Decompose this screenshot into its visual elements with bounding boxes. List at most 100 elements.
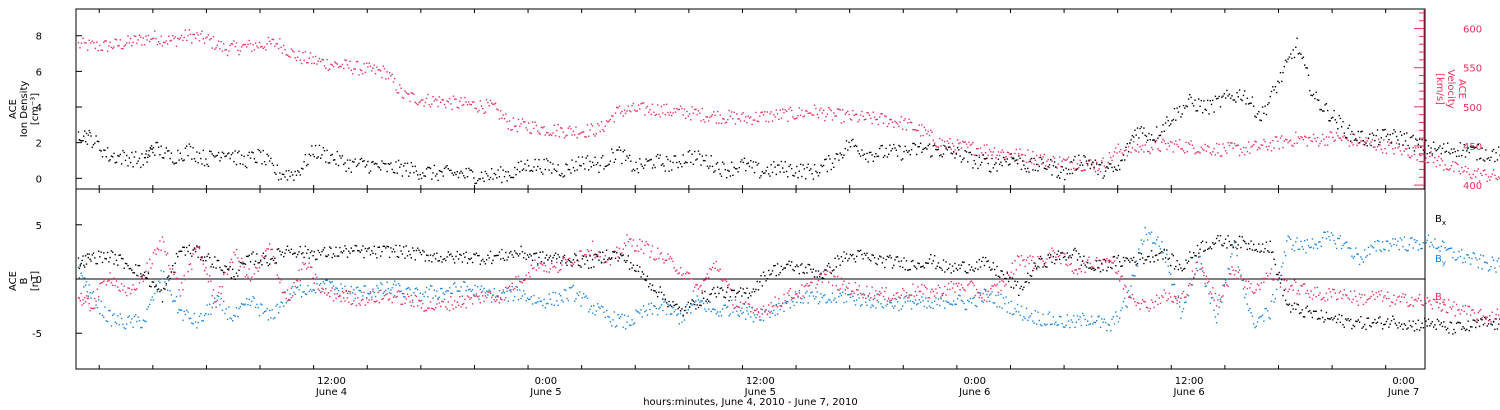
data-point	[728, 283, 730, 286]
data-point	[502, 289, 504, 291]
data-point	[283, 173, 285, 176]
data-point	[622, 115, 624, 117]
data-point	[445, 106, 447, 109]
data-point	[945, 294, 947, 296]
data-point	[833, 275, 835, 277]
data-point	[83, 264, 85, 267]
data-point	[1250, 146, 1252, 148]
data-point	[1083, 314, 1085, 317]
data-point	[1459, 173, 1462, 175]
data-point	[1448, 299, 1450, 301]
data-point	[479, 302, 481, 304]
data-point	[387, 299, 390, 301]
data-point	[283, 291, 285, 294]
data-point	[1337, 298, 1339, 300]
data-point	[1365, 301, 1367, 304]
data-point	[774, 296, 776, 298]
data-point	[1360, 256, 1362, 258]
data-point	[1290, 53, 1292, 55]
data-point	[1455, 162, 1458, 164]
data-point	[1079, 316, 1081, 318]
data-point	[152, 37, 155, 39]
data-point	[557, 164, 559, 166]
data-point	[186, 278, 188, 280]
data-point	[225, 308, 227, 310]
data-point	[1251, 291, 1254, 293]
data-point	[1268, 316, 1270, 319]
data-point	[291, 295, 294, 297]
data-point	[1096, 320, 1098, 322]
data-point	[1061, 323, 1063, 325]
data-point	[1053, 161, 1056, 163]
data-point	[483, 180, 485, 182]
data-point	[1494, 174, 1496, 177]
data-point	[668, 114, 670, 116]
data-point	[526, 129, 529, 131]
data-point	[1330, 131, 1333, 134]
data-point	[469, 103, 471, 105]
data-point	[353, 288, 355, 291]
data-point	[103, 252, 105, 254]
data-point	[567, 299, 569, 302]
data-point	[1422, 242, 1425, 244]
data-point	[104, 306, 106, 308]
data-point	[248, 268, 250, 270]
data-point	[1358, 136, 1361, 139]
data-point	[553, 124, 555, 126]
data-point	[729, 313, 732, 315]
data-point	[588, 169, 590, 171]
data-point	[1107, 167, 1109, 169]
data-point	[1140, 126, 1143, 128]
data-point	[166, 252, 169, 254]
data-point	[1440, 310, 1442, 312]
data-point	[302, 168, 304, 170]
data-point	[211, 263, 213, 265]
data-point	[779, 308, 781, 311]
data-point	[611, 258, 613, 260]
data-point	[1156, 239, 1158, 241]
data-point	[391, 73, 393, 75]
data-point	[232, 320, 234, 322]
data-point	[909, 121, 911, 123]
data-point	[1304, 135, 1306, 137]
data-point	[372, 290, 374, 292]
data-point	[357, 297, 359, 299]
data-point	[973, 284, 975, 287]
data-point	[1429, 155, 1431, 158]
data-point	[313, 289, 315, 291]
data-point	[109, 159, 111, 161]
data-point	[810, 292, 812, 294]
data-point	[456, 171, 458, 173]
data-point	[621, 110, 623, 113]
data-point	[942, 292, 945, 294]
data-point	[834, 115, 836, 117]
data-point	[856, 145, 858, 148]
data-point	[936, 292, 938, 294]
data-point	[1066, 173, 1068, 175]
data-point	[657, 104, 659, 106]
data-point	[1028, 316, 1030, 319]
data-point	[104, 257, 106, 260]
data-point	[576, 137, 578, 139]
data-point	[260, 46, 262, 48]
data-point	[955, 152, 957, 154]
data-point	[769, 175, 771, 177]
data-point	[151, 296, 153, 298]
data-point	[491, 168, 493, 170]
data-point	[447, 301, 449, 303]
data-point	[884, 290, 886, 293]
data-point	[349, 291, 351, 293]
data-point	[996, 306, 998, 308]
data-point	[798, 290, 800, 292]
data-point	[859, 155, 862, 157]
data-point	[357, 286, 359, 288]
data-point	[194, 248, 197, 250]
data-point	[816, 171, 818, 174]
data-point	[442, 258, 444, 261]
data-point	[1346, 241, 1348, 243]
data-point	[812, 114, 815, 116]
data-point	[1468, 151, 1470, 154]
data-point	[1014, 152, 1016, 155]
data-point	[899, 121, 901, 123]
data-point	[709, 301, 711, 303]
